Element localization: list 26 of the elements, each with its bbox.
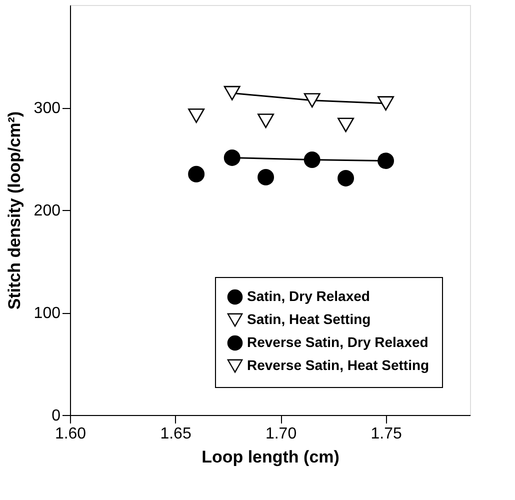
- point: [338, 118, 354, 132]
- y-tick-label: 100: [34, 305, 61, 322]
- point: [258, 114, 274, 128]
- x-tick-label: 1.60: [54, 426, 86, 442]
- legend-label: Reverse Satin, Dry Relaxed: [247, 334, 428, 350]
- point: [224, 86, 240, 100]
- x-axis-title: Loop length (cm): [202, 448, 340, 466]
- x-tick-label: 1.70: [265, 426, 297, 442]
- point: [378, 152, 394, 170]
- y-axis-title: Stitch density (loop/cm²): [4, 111, 24, 310]
- y-tick-label: 0: [52, 408, 61, 424]
- point: [188, 108, 205, 123]
- point: [304, 152, 320, 168]
- y-tick-label: 300: [34, 100, 61, 117]
- point: [378, 96, 394, 111]
- point: [338, 170, 354, 186]
- point: [258, 168, 274, 186]
- legend-label: Satin, Dry Relaxed: [247, 288, 370, 304]
- legend-label: Reverse Satin, Heat Setting: [247, 357, 430, 373]
- x-tick-label: 1.75: [370, 426, 402, 442]
- x-tick-label: 1.65: [160, 426, 192, 442]
- point: [304, 93, 320, 108]
- legend-label: Satin, Heat Setting: [247, 311, 371, 327]
- point: [188, 166, 205, 182]
- point: [224, 150, 240, 166]
- y-tick-label: 200: [34, 202, 61, 220]
